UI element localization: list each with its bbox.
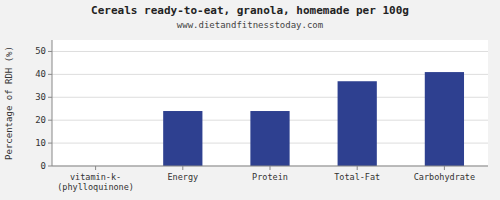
x-tick	[95, 166, 96, 170]
y-tick	[48, 166, 52, 167]
bars	[163, 72, 464, 166]
x-tick	[357, 166, 358, 170]
chart-container: Cereals ready-to-eat, granola, homemade …	[0, 0, 500, 200]
y-tick-label: 40	[35, 69, 46, 79]
x-tick-label: Total-Fat	[334, 172, 380, 182]
y-axis-line	[52, 40, 53, 166]
x-tick-label: Energy	[167, 172, 198, 182]
y-tick	[48, 51, 52, 52]
x-tick-label: Protein	[252, 172, 288, 182]
bar	[163, 111, 202, 166]
y-tick-label: 50	[35, 46, 46, 56]
x-tick	[444, 166, 445, 170]
grid	[52, 51, 488, 166]
x-tick	[182, 166, 183, 170]
grid-line	[52, 97, 488, 98]
bar	[425, 72, 464, 166]
y-axis-label: Percentage of RDH (%)	[4, 46, 14, 160]
chart: Cereals ready-to-eat, granola, homemade …	[0, 0, 500, 200]
background	[0, 0, 500, 200]
y-tick	[48, 97, 52, 98]
x-tick	[270, 166, 271, 170]
y-tick-label: 20	[35, 115, 46, 125]
plot-background	[52, 40, 488, 166]
x-tick-label: Carbohydrate	[414, 172, 475, 182]
title: Cereals ready-to-eat, granola, homemade …	[91, 4, 409, 17]
y-tick	[48, 120, 52, 121]
subtitle: www.dietandfitnesstoday.com	[177, 20, 323, 30]
y-tick	[48, 143, 52, 144]
y-tick-label: 30	[35, 92, 46, 102]
x-tick-label: vitamin-k-(phylloquinone)	[57, 172, 134, 192]
grid-line	[52, 74, 488, 75]
y-tick-label: 10	[35, 138, 46, 148]
y-tick	[48, 74, 52, 75]
y-tick-label: 0	[41, 161, 46, 171]
grid-line	[52, 51, 488, 52]
bar	[250, 111, 289, 166]
bar	[338, 81, 377, 166]
